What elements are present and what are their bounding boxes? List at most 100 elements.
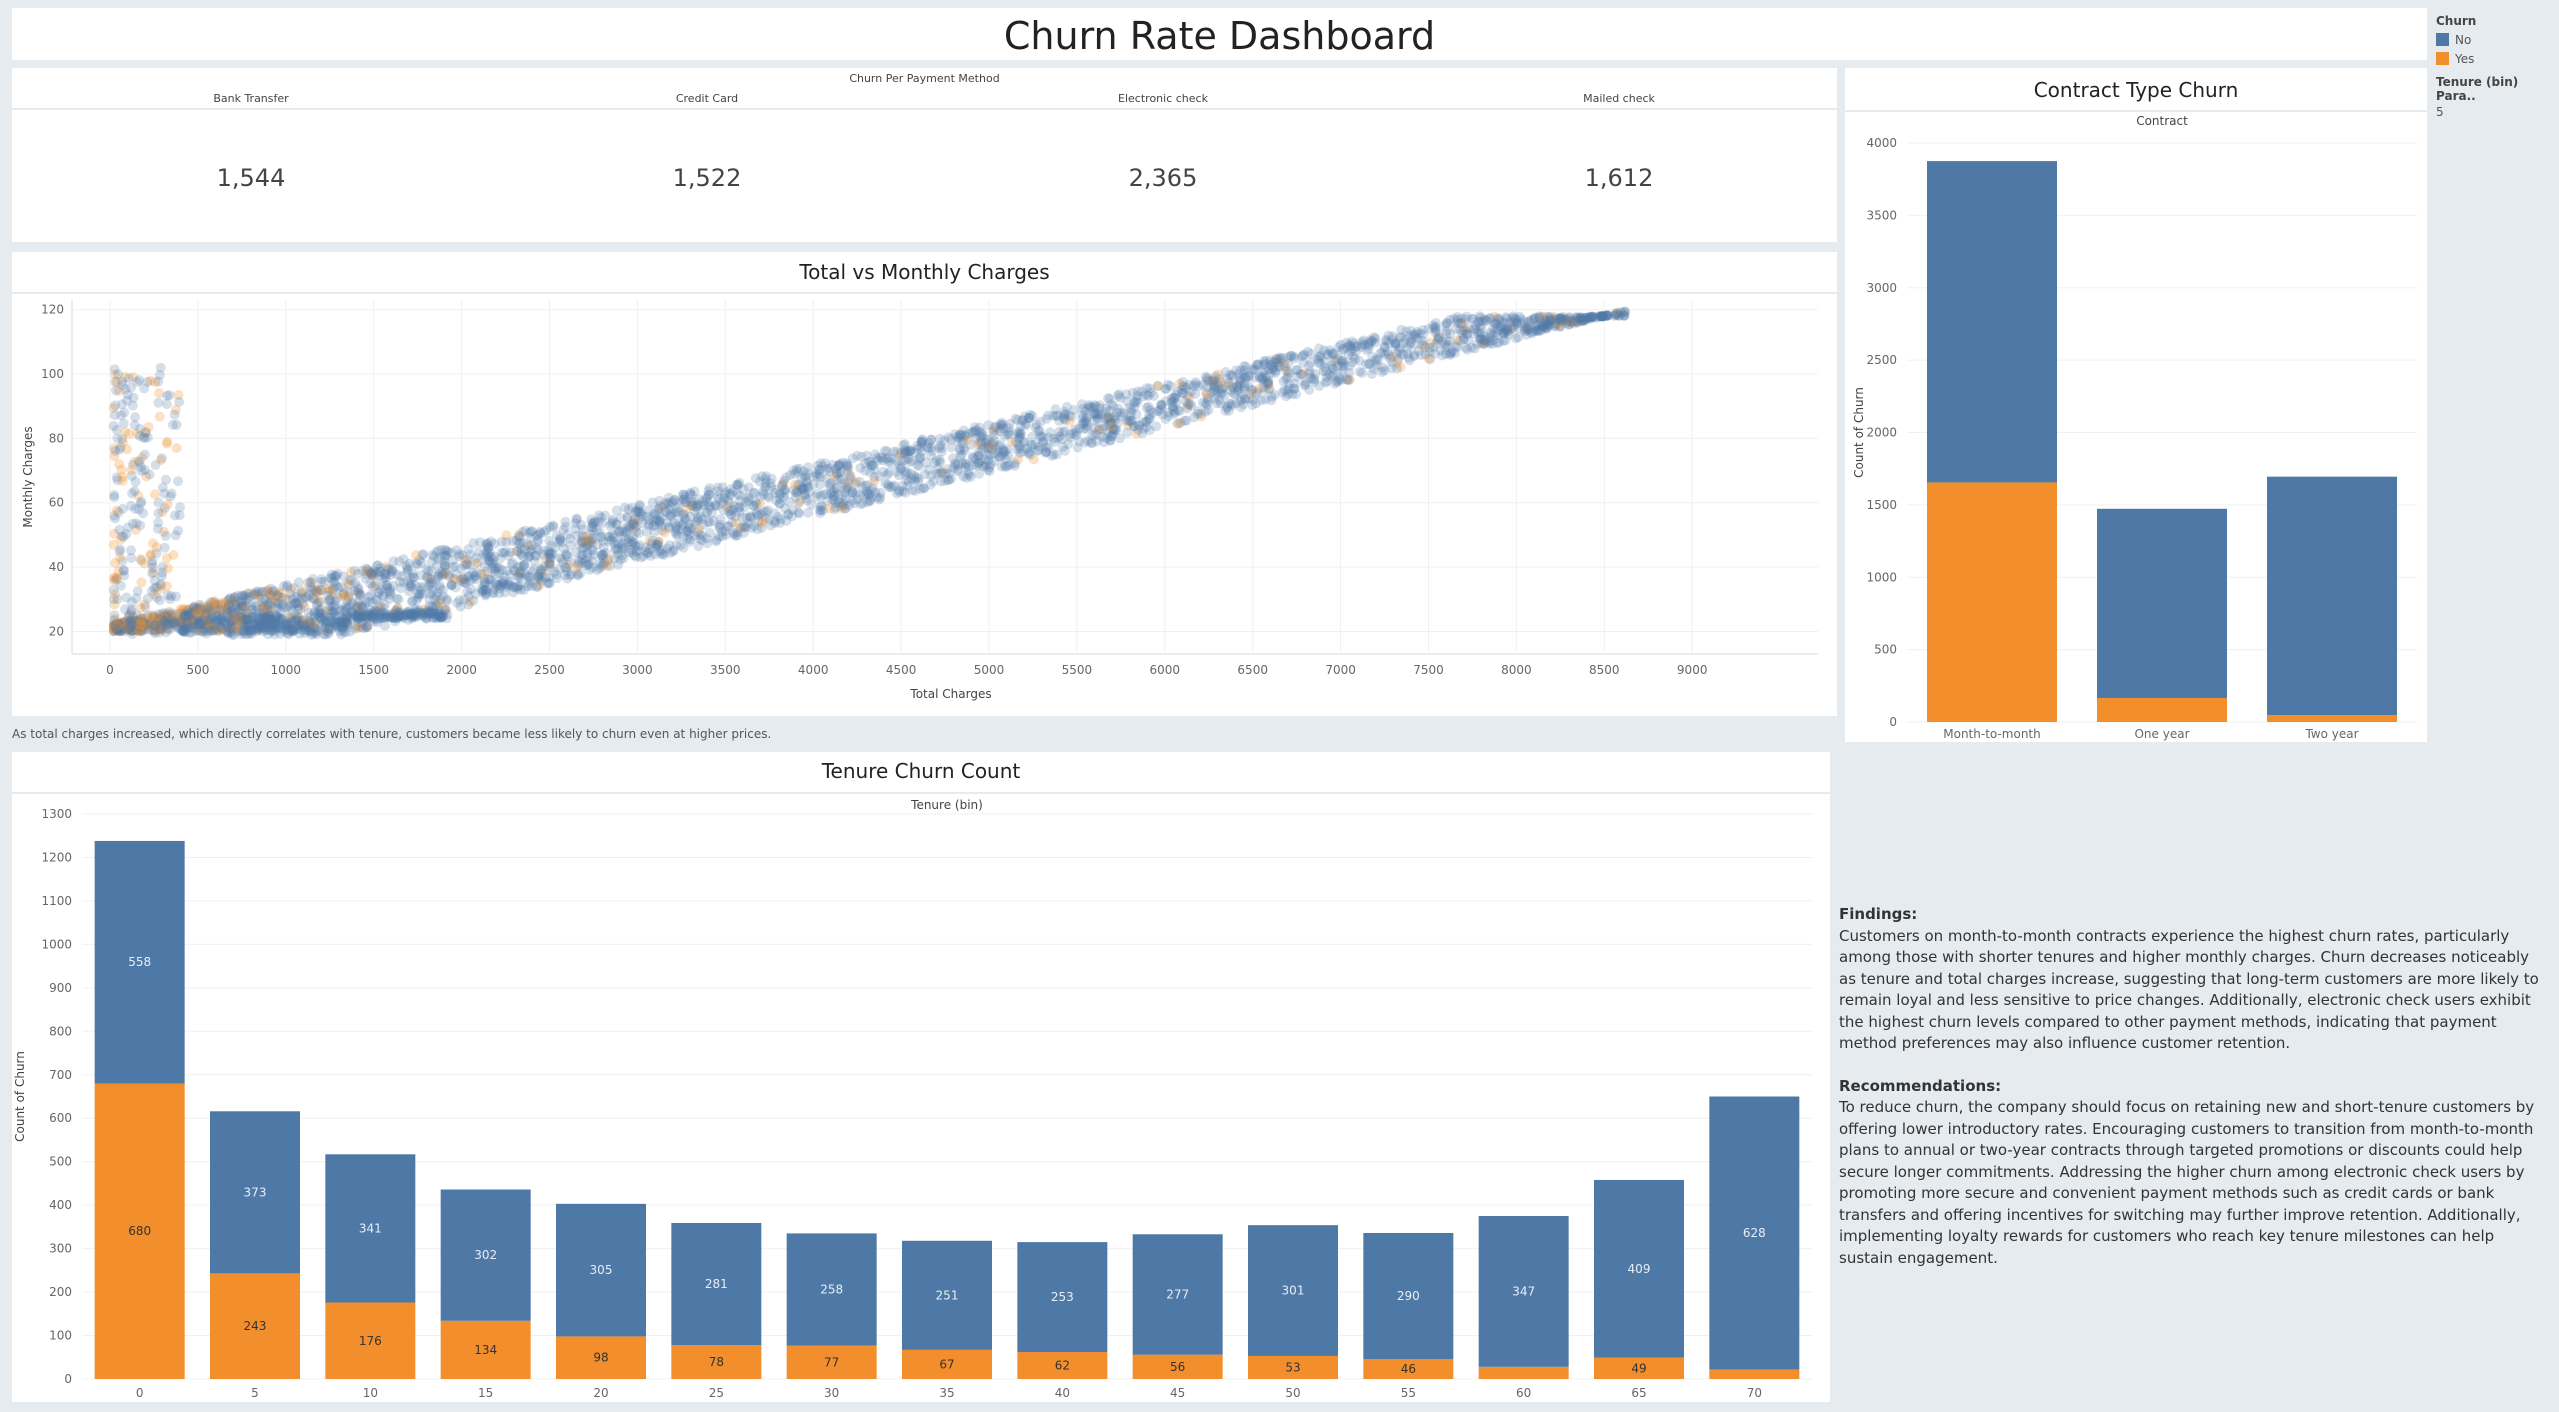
scatter-point[interactable] — [367, 570, 378, 581]
scatter-point[interactable] — [204, 617, 215, 628]
scatter-point[interactable] — [246, 628, 257, 639]
scatter-point[interactable] — [481, 566, 492, 577]
scatter-point[interactable] — [282, 623, 293, 634]
scatter-point[interactable] — [139, 433, 150, 444]
scatter-point[interactable] — [704, 517, 715, 528]
scatter-point[interactable] — [225, 618, 236, 629]
scatter-point[interactable] — [1488, 322, 1499, 333]
scatter-point[interactable] — [216, 614, 227, 625]
scatter-point[interactable] — [183, 619, 193, 630]
scatter-point[interactable] — [1103, 412, 1113, 423]
scatter-point[interactable] — [975, 437, 986, 448]
scatter-point[interactable] — [274, 587, 285, 598]
scatter-point[interactable] — [1004, 418, 1015, 429]
scatter-point[interactable] — [765, 478, 776, 489]
scatter-point[interactable] — [110, 385, 121, 396]
scatter-point[interactable] — [289, 615, 300, 626]
scatter-point[interactable] — [1457, 317, 1467, 328]
scatter-point[interactable] — [177, 605, 188, 616]
scatter-point[interactable] — [917, 437, 928, 448]
scatter-point[interactable] — [109, 610, 120, 621]
scatter-point[interactable] — [209, 598, 220, 609]
scatter-point[interactable] — [427, 579, 438, 589]
scatter-point[interactable] — [236, 616, 247, 627]
scatter-point[interactable] — [214, 605, 225, 616]
scatter-point[interactable] — [1278, 376, 1289, 387]
scatter-point[interactable] — [1417, 340, 1427, 350]
scatter-point[interactable] — [1035, 430, 1046, 441]
scatter-point[interactable] — [511, 581, 522, 592]
scatter-point[interactable] — [526, 526, 537, 537]
scatter-point[interactable] — [1292, 365, 1303, 375]
scatter-point[interactable] — [441, 605, 451, 616]
scatter-point[interactable] — [1475, 334, 1486, 345]
scatter-point[interactable] — [799, 489, 810, 500]
scatter-point[interactable] — [367, 581, 378, 592]
scatter-point[interactable] — [193, 619, 204, 630]
scatter-point[interactable] — [746, 512, 756, 523]
scatter-point[interactable] — [652, 538, 662, 549]
scatter-point[interactable] — [430, 610, 441, 620]
scatter-point[interactable] — [1305, 348, 1316, 359]
scatter-point[interactable] — [110, 621, 121, 632]
scatter-point[interactable] — [1041, 413, 1052, 424]
scatter-point[interactable] — [108, 626, 119, 637]
scatter-point[interactable] — [1168, 405, 1179, 416]
scatter-point[interactable] — [260, 612, 271, 623]
scatter-point[interactable] — [573, 539, 584, 550]
scatter-point[interactable] — [317, 613, 327, 624]
scatter-point[interactable] — [195, 615, 206, 626]
scatter-point[interactable] — [664, 503, 675, 514]
scatter-point[interactable] — [392, 611, 403, 622]
scatter-point[interactable] — [1262, 377, 1273, 388]
scatter-point[interactable] — [237, 599, 248, 610]
scatter-point[interactable] — [405, 573, 416, 583]
scatter-point[interactable] — [156, 617, 167, 628]
scatter-point[interactable] — [496, 581, 506, 591]
scatter-point[interactable] — [327, 617, 338, 627]
scatter-point[interactable] — [369, 580, 380, 591]
scatter-point[interactable] — [459, 555, 470, 566]
scatter-point[interactable] — [834, 458, 845, 469]
scatter-point[interactable] — [1058, 427, 1068, 438]
scatter-point[interactable] — [1543, 319, 1554, 330]
scatter-point[interactable] — [1273, 354, 1284, 365]
scatter-point[interactable] — [112, 620, 123, 631]
scatter-point[interactable] — [1326, 360, 1337, 371]
scatter-point[interactable] — [128, 625, 139, 636]
scatter-point[interactable] — [1169, 407, 1180, 417]
scatter-point[interactable] — [273, 616, 284, 627]
scatter-point[interactable] — [839, 503, 850, 514]
scatter-point[interactable] — [1327, 363, 1338, 374]
scatter-point[interactable] — [254, 604, 265, 615]
scatter-point[interactable] — [906, 473, 917, 484]
scatter-point[interactable] — [866, 460, 877, 471]
scatter-point[interactable] — [263, 611, 274, 622]
scatter-point[interactable] — [342, 618, 353, 629]
scatter-point[interactable] — [119, 407, 130, 418]
scatter-point[interactable] — [1344, 367, 1355, 378]
scatter-point[interactable] — [1500, 335, 1511, 346]
scatter-point[interactable] — [242, 608, 253, 619]
scatter-point[interactable] — [179, 614, 190, 625]
scatter-point[interactable] — [1596, 311, 1607, 322]
scatter-point[interactable] — [1173, 386, 1183, 397]
scatter-point[interactable] — [1123, 416, 1134, 427]
scatter-point[interactable] — [359, 614, 370, 625]
scatter-point[interactable] — [232, 626, 243, 637]
scatter-point[interactable] — [1000, 462, 1011, 473]
scatter-point[interactable] — [341, 611, 352, 622]
scatter-point[interactable] — [120, 626, 131, 637]
scatter-point[interactable] — [170, 510, 180, 521]
scatter-point[interactable] — [1213, 379, 1224, 390]
scatter-point[interactable] — [1063, 439, 1074, 450]
scatter-point[interactable] — [478, 585, 489, 596]
scatter-point[interactable] — [1457, 328, 1467, 339]
scatter-point[interactable] — [628, 516, 639, 527]
scatter-point[interactable] — [1143, 391, 1154, 401]
scatter-point[interactable] — [688, 497, 699, 508]
scatter-point[interactable] — [135, 498, 146, 509]
scatter-point[interactable] — [1324, 369, 1335, 380]
scatter-point[interactable] — [1124, 402, 1135, 413]
scatter-point[interactable] — [975, 456, 986, 467]
